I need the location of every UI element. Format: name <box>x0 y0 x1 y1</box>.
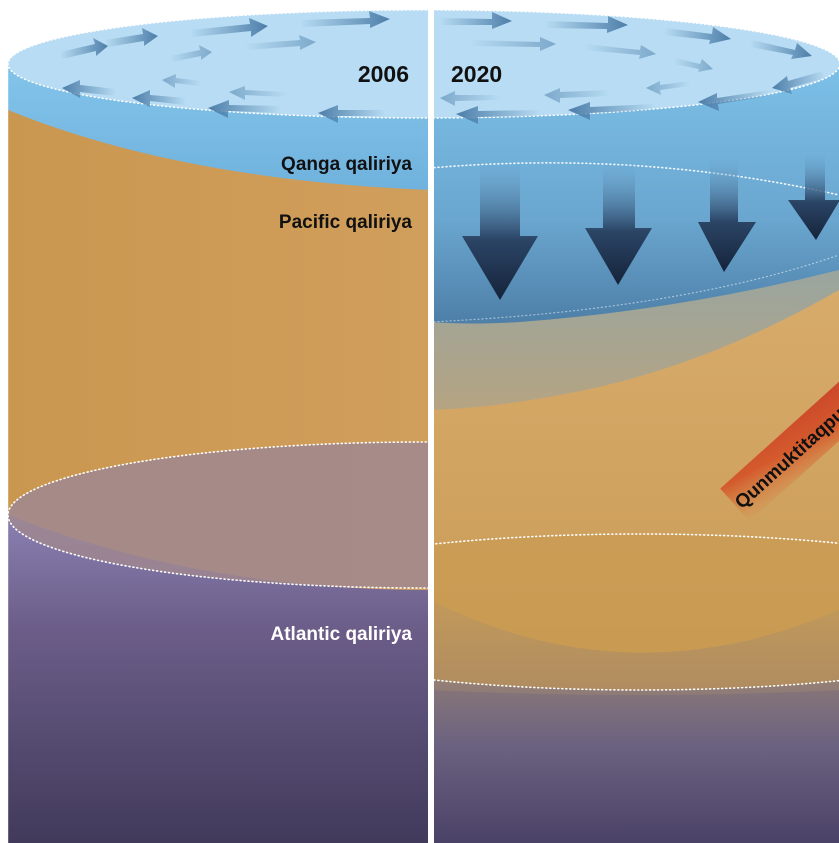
flow-arrow-icon <box>60 38 108 59</box>
down-arrow-icon <box>462 165 538 300</box>
atlantic-layer-label: Atlantic qaliriya <box>271 624 413 645</box>
right-cylinder-2020: Qunmuktitaqpuq <box>430 64 839 843</box>
flow-arrow-icon <box>646 81 690 95</box>
flow-arrow-icon <box>545 16 628 33</box>
flow-arrow-icon <box>750 40 812 59</box>
year-divider <box>428 0 434 843</box>
flow-arrow-icon <box>318 105 385 123</box>
flow-arrow-icon <box>698 90 770 111</box>
flow-arrow-icon <box>105 28 158 47</box>
flow-arrow-icon <box>440 91 500 106</box>
flow-arrow-icon <box>470 37 556 51</box>
year-label-2020: 2020 <box>451 61 502 87</box>
flow-arrow-icon <box>170 45 212 62</box>
down-arrow-icon <box>788 155 839 240</box>
sinking-arrows <box>462 155 839 300</box>
surface-layer-label: Qanga qaliriya <box>281 154 412 175</box>
flow-arrow-icon <box>190 18 268 37</box>
flow-arrow-icon <box>62 80 116 98</box>
flow-arrow-icon <box>245 35 316 50</box>
flow-arrow-icon <box>568 102 655 120</box>
flow-arrow-icon <box>162 74 201 88</box>
flow-arrow-icon <box>208 100 281 118</box>
atlantic-boundary-ellipse-left <box>8 442 430 588</box>
atlantic-boundary-ellipse-right <box>430 534 839 690</box>
surface-top-ellipse <box>8 10 839 118</box>
surface-top <box>7 9 839 124</box>
flow-arrow-icon <box>440 12 512 29</box>
flow-arrow-icon <box>584 44 656 59</box>
down-arrow-icon <box>698 160 756 272</box>
flow-arrow-icon <box>456 106 540 124</box>
down-arrow-icon <box>585 165 652 285</box>
year-label-2006: 2006 <box>358 61 409 87</box>
flow-arrow-icon <box>132 90 186 107</box>
flow-arrow-icon <box>664 27 731 44</box>
flow-arrow-icon <box>544 88 610 103</box>
pacific-layer-label: Pacific qaliriya <box>279 212 413 233</box>
atlantic-layer-left <box>8 515 430 843</box>
flow-arrow-icon <box>229 86 286 100</box>
circulation-arrows <box>60 11 825 124</box>
flow-arrow-icon <box>674 58 713 72</box>
flow-arrow-icon <box>772 71 825 94</box>
flow-arrow-icon <box>300 11 390 28</box>
